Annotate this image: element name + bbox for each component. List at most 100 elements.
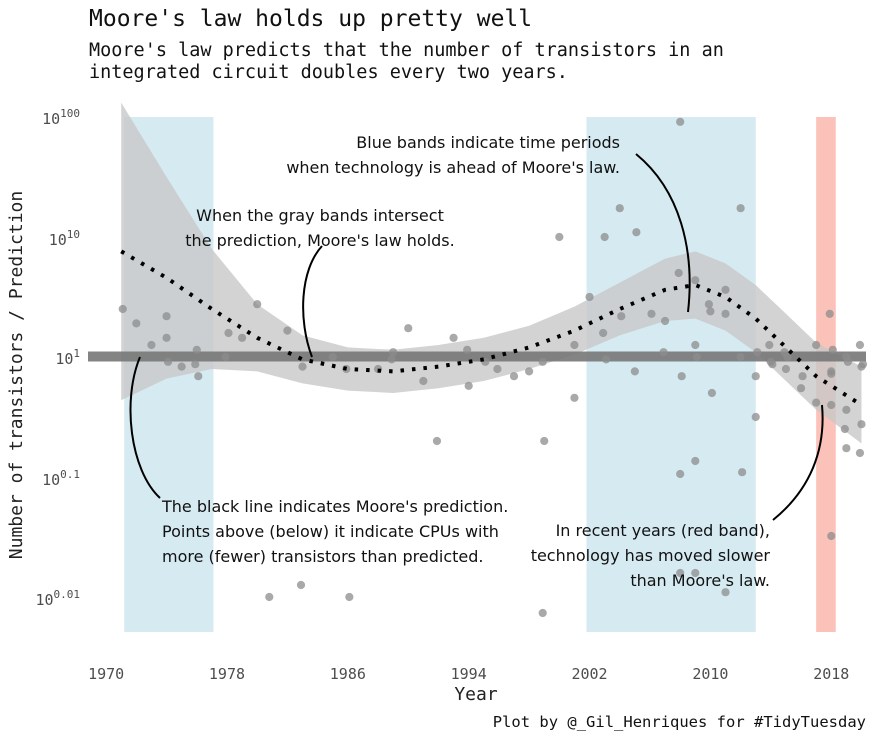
data-point-48: [630, 367, 639, 376]
data-point-64: [736, 352, 745, 362]
data-point-26: [404, 324, 413, 333]
smoothed-trend-line: [120, 249, 863, 407]
data-point-39: [555, 232, 564, 242]
red-band-note-line-1: technology has moved slower: [531, 546, 771, 565]
data-point-41: [585, 292, 594, 302]
data-point-29: [449, 333, 458, 342]
x-tick-label-6: 2018: [813, 665, 849, 683]
reference-line-layer: [88, 351, 866, 362]
data-point-10: [221, 352, 230, 362]
data-point-74: [796, 384, 806, 393]
points-layer: [118, 117, 868, 618]
y-tick-label-1: 1010: [49, 228, 80, 249]
red-note-arrow: [772, 404, 824, 521]
data-point-66: [753, 348, 762, 357]
chart-title: Moore's law holds up pretty well: [89, 6, 532, 32]
data-point-12: [237, 333, 247, 342]
black-line-note-line-2: more (fewer) transistors than predicted.: [162, 547, 484, 566]
data-point-9: [194, 372, 203, 381]
data-point-87: [570, 393, 579, 402]
x-tick-label-1: 1978: [209, 665, 245, 683]
gray-bands-note-line-1: the prediction, Moore's law holds.: [185, 231, 454, 250]
data-point-94: [857, 420, 866, 429]
data-point-95: [855, 448, 865, 458]
black-line-note-line-1: Points above (below) it indicate CPUs wi…: [162, 522, 499, 541]
data-point-38: [540, 436, 549, 446]
y-tick-label-0: 10100: [42, 107, 80, 128]
red-band-note-line-0: In recent years (red band),: [556, 521, 770, 540]
y-axis-ticks: 10100 1010 101 100.1 100.01: [35, 107, 80, 609]
data-point-24: [387, 355, 396, 364]
x-tick-label-4: 2002: [571, 665, 607, 683]
data-point-36: [525, 367, 534, 376]
data-point-82: [842, 405, 851, 414]
data-point-8: [192, 345, 201, 354]
data-point-77: [825, 309, 834, 318]
chart-subtitle-line-2: integrated circuit doubles every two yea…: [89, 62, 568, 83]
data-point-11: [224, 328, 233, 338]
data-point-73: [783, 352, 792, 362]
data-point-3: [162, 312, 171, 321]
y-tick-label-2: 101: [55, 347, 80, 368]
data-point-56: [691, 340, 700, 350]
data-point-76: [812, 340, 821, 350]
data-point-17: [296, 580, 306, 590]
data-point-63: [736, 204, 745, 213]
data-point-45: [615, 204, 624, 213]
data-point-96: [840, 424, 849, 434]
x-axis-ticks: 1970 1978 1986 1994 2002 2010 2018: [88, 665, 849, 683]
black-line-note-line-0: The black line indicates Moore's predict…: [161, 497, 508, 516]
data-point-28: [432, 436, 442, 446]
y-tick-label-4: 100.01: [35, 588, 80, 609]
blue-bands-note-line-0: Blue bands indicate time periods: [356, 133, 620, 152]
data-point-60: [707, 388, 717, 398]
red-band-note-line-2: than Moore's law.: [630, 571, 770, 590]
x-tick-label-0: 1970: [88, 665, 124, 683]
data-point-83: [843, 357, 852, 366]
data-point-70: [768, 360, 777, 369]
outlier-point-0: [538, 608, 547, 618]
data-point-90: [751, 412, 760, 422]
data-point-27: [419, 376, 428, 386]
data-point-86: [858, 360, 868, 369]
outlier-point-3: [827, 531, 836, 541]
data-point-54: [677, 372, 686, 381]
black-line-note-arrow: [129, 356, 161, 499]
data-point-65: [738, 468, 747, 477]
data-point-67: [751, 372, 760, 381]
data-point-34: [493, 364, 502, 374]
data-point-92: [827, 400, 836, 410]
data-point-13: [253, 300, 262, 309]
data-point-93: [842, 444, 851, 453]
data-point-57: [692, 352, 701, 362]
blue-band-1: [586, 117, 756, 632]
data-point-37: [538, 357, 547, 366]
data-point-53: [674, 268, 683, 278]
data-point-15: [283, 326, 292, 335]
data-point-75: [798, 372, 807, 381]
data-point-46: [617, 312, 626, 321]
x-tick-label-5: 2010: [692, 665, 728, 683]
data-point-42: [599, 328, 608, 338]
data-point-18: [328, 352, 337, 362]
data-point-84: [855, 340, 865, 350]
data-point-5: [163, 357, 173, 366]
data-point-44: [602, 355, 611, 364]
data-point-61: [721, 285, 730, 294]
x-tick-label-2: 1986: [330, 665, 366, 683]
data-point-91: [812, 398, 821, 407]
gray-note-arrow: [302, 245, 323, 358]
x-tick-label-3: 1994: [451, 665, 487, 683]
data-point-25: [389, 348, 398, 357]
data-point-68: [765, 340, 774, 350]
data-point-20: [345, 592, 354, 602]
annotations-layer: When the gray bands intersect the predict…: [161, 133, 770, 590]
data-point-72: [781, 364, 791, 374]
data-point-16: [298, 362, 307, 371]
blue-note-arrow: [635, 153, 691, 313]
data-point-1: [132, 319, 141, 328]
outlier-point-5: [691, 568, 700, 578]
data-point-51: [660, 316, 670, 326]
chart-caption: Plot by @_Gil_Henriques for #TidyTuesday: [493, 713, 866, 731]
